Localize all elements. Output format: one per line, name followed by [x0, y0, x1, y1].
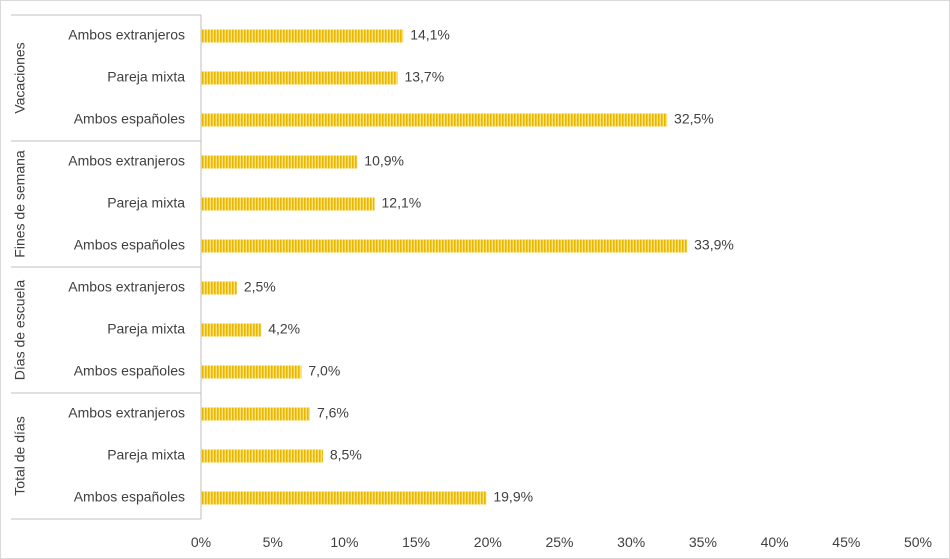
axes — [11, 14, 202, 520]
data-label: 12,1% — [382, 195, 422, 211]
group-label: Fines de semana — [12, 150, 28, 258]
x-tick-label: 15% — [402, 534, 430, 550]
category-label: Ambos extranjeros — [68, 279, 185, 295]
bar — [201, 407, 310, 421]
category-label: Pareja mixta — [107, 447, 185, 463]
category-label: Pareja mixta — [107, 69, 185, 85]
category-label: Pareja mixta — [107, 195, 185, 211]
x-tick-label: 40% — [761, 534, 789, 550]
group-label: Días de escuela — [12, 280, 28, 381]
category-label: Ambos españoles — [74, 111, 185, 127]
bar — [201, 239, 688, 253]
data-label: 4,2% — [268, 321, 300, 337]
x-tick-label: 25% — [545, 534, 573, 550]
x-tick-label: 0% — [191, 534, 211, 550]
data-label: 2,5% — [244, 279, 276, 295]
bar — [201, 449, 323, 463]
data-label: 7,6% — [317, 405, 349, 421]
bar — [201, 281, 237, 295]
x-tick-label: 20% — [474, 534, 502, 550]
bars — [201, 29, 688, 505]
x-tick-label: 5% — [263, 534, 283, 550]
data-label: 32,5% — [674, 111, 714, 127]
category-label: Ambos extranjeros — [68, 405, 185, 421]
bar — [201, 491, 487, 505]
bar — [201, 323, 262, 337]
bar — [201, 71, 398, 85]
data-label: 19,9% — [493, 489, 533, 505]
group-label: Total de días — [12, 416, 28, 495]
x-tick-label: 35% — [689, 534, 717, 550]
category-label: Ambos extranjeros — [68, 27, 185, 43]
data-label: 7,0% — [308, 363, 340, 379]
x-tick-label: 45% — [832, 534, 860, 550]
x-tick-label: 30% — [617, 534, 645, 550]
labels: Vacaciones Fines de semana Días de escuela… — [12, 27, 932, 550]
bar — [201, 365, 302, 379]
data-label: 13,7% — [404, 69, 444, 85]
category-label: Pareja mixta — [107, 321, 185, 337]
category-label: Ambos extranjeros — [68, 153, 185, 169]
group-label: Vacaciones — [12, 42, 28, 113]
x-tick-label: 10% — [330, 534, 358, 550]
data-label: 33,9% — [694, 237, 734, 253]
bar — [201, 29, 404, 43]
bar — [201, 197, 375, 211]
category-label: Ambos españoles — [74, 237, 185, 253]
bar — [201, 113, 668, 127]
category-label: Ambos españoles — [74, 363, 185, 379]
category-label: Ambos españoles — [74, 489, 185, 505]
bar — [201, 155, 358, 169]
data-label: 14,1% — [410, 27, 450, 43]
data-label: 8,5% — [330, 447, 362, 463]
x-tick-label: 50% — [904, 534, 932, 550]
data-label: 10,9% — [364, 153, 404, 169]
